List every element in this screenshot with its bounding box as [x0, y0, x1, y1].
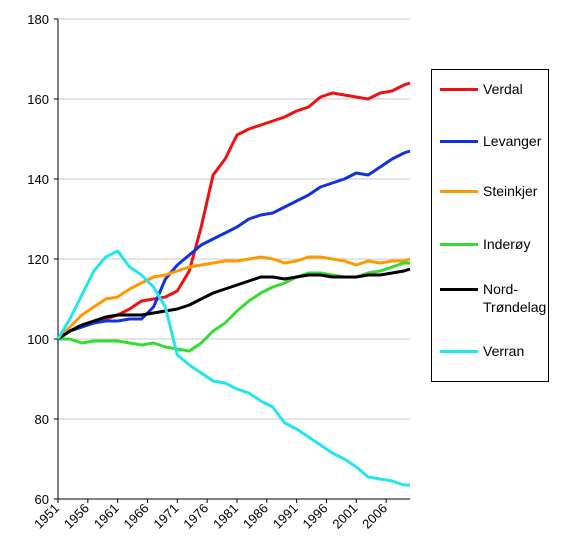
- legend-label: Levanger: [483, 133, 542, 149]
- x-tick-label: 1986: [240, 501, 271, 532]
- x-tick-label: 2001: [329, 501, 360, 532]
- legend-label: Inderøy: [483, 236, 531, 252]
- series-line: [56, 255, 411, 341]
- x-tick-label: 1996: [300, 501, 331, 532]
- x-tick-label: 1971: [150, 501, 181, 532]
- series-line: [57, 81, 411, 341]
- series-line: [56, 249, 410, 487]
- legend-swatch: [440, 288, 478, 291]
- legend-entry: Inderøy: [440, 235, 551, 253]
- x-tick-label: 1961: [91, 501, 122, 532]
- legend-swatch: [440, 350, 478, 353]
- series-line: [57, 267, 411, 341]
- legend-entry: Verran: [440, 342, 551, 360]
- legend-swatch: [440, 140, 478, 143]
- legend-label: Verdal: [483, 81, 523, 97]
- series-line: [57, 149, 411, 341]
- x-tick-label: 2006: [359, 501, 390, 532]
- legend-entry: Nord-Trøndelag: [440, 280, 551, 316]
- x-tick-label: 1976: [180, 501, 211, 532]
- legend-label: Nord-Trøndelag: [483, 281, 547, 315]
- legend-swatch: [440, 88, 478, 91]
- x-tick-label: 1981: [210, 501, 241, 532]
- legend: Verdal Levanger Steinkjer Inderøy Nord-Trønd…: [431, 69, 549, 382]
- y-tick-label: 100: [27, 332, 49, 347]
- y-tick-label: 60: [35, 492, 49, 507]
- legend-entry: Levanger: [440, 132, 551, 150]
- legend-swatch: [440, 243, 478, 246]
- y-tick-label: 120: [27, 252, 49, 267]
- x-tick-label: 1966: [121, 501, 152, 532]
- legend-swatch: [440, 190, 478, 193]
- y-tick-label: 80: [35, 412, 49, 427]
- legend-label: Steinkjer: [483, 183, 538, 199]
- y-tick-label: 160: [27, 92, 49, 107]
- y-tick-label: 140: [27, 172, 49, 187]
- legend-entry: Steinkjer: [440, 182, 551, 200]
- legend-label: Verran: [483, 343, 525, 359]
- y-tick-label: 180: [27, 12, 49, 27]
- x-tick-label: 1991: [270, 501, 301, 532]
- legend-entry: Verdal: [440, 80, 551, 98]
- x-tick-label: 1956: [61, 501, 92, 532]
